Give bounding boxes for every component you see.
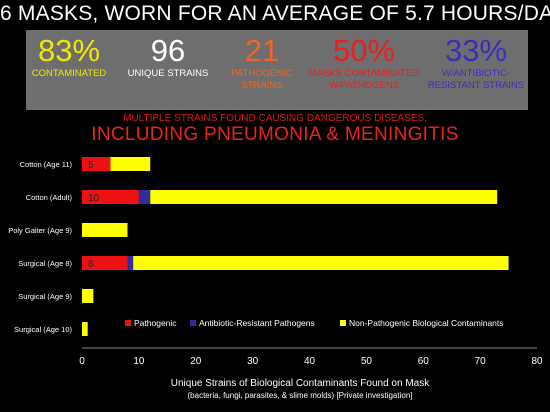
legend-label: Non-Pathogenic Biological Contaminants (349, 318, 504, 328)
x-tick-label: 40 (304, 356, 316, 367)
y-category-label: Cotton (Adult) (26, 193, 73, 202)
stat-value: 83% (37, 33, 101, 68)
x-tick-label: 60 (418, 356, 430, 367)
bar-antibiotic-resistant (127, 256, 134, 270)
bar-antibiotic-resistant (138, 190, 151, 204)
stat-value: 21 (244, 33, 280, 68)
legend-swatch (125, 320, 131, 326)
x-tick-label: 0 (79, 356, 85, 367)
x-tick-label: 30 (247, 356, 259, 367)
bar-non-pathogenic (110, 157, 151, 171)
x-axis-title: Unique Strains of Biological Contaminant… (171, 378, 430, 389)
stat-label: PATHOGENIC (231, 68, 293, 79)
bar-non-pathogenic (82, 289, 94, 303)
x-tick-label: 50 (361, 356, 373, 367)
stat-label: MASKS CONTAMINATED (308, 68, 420, 79)
stat-pathogenic-strains: 21 PATHOGENIC STRAINS (222, 34, 302, 92)
legend-label: Antibiotic-Resistant Pathogens (199, 318, 315, 328)
x-axis-subtitle: (bacteria, fungi, parasites, & slime mol… (188, 391, 413, 400)
subtitle-large: INCLUDING PNEUMONIA & MENINGITIS (91, 124, 459, 145)
bar-pathogenic (82, 256, 128, 270)
y-category-label: Cotton (Age 11) (20, 160, 73, 169)
bar-non-pathogenic (133, 256, 509, 270)
stat-label: W/PATHOGENS (329, 80, 399, 91)
stat-masks-pathogens: 50% MASKS CONTAMINATED W/PATHOGENS (308, 34, 420, 92)
stat-value: 50% (332, 33, 396, 68)
y-category-label: Surgical (Age 10) (14, 325, 72, 334)
stat-label: UNIQUE STRAINS (127, 68, 209, 79)
bar-data-label: 10 (88, 193, 100, 204)
stats-panel: 83% CONTAMINATED 96 UNIQUE STRAINS 21 PA… (26, 30, 528, 110)
bar-data-label: 5 (88, 160, 94, 171)
bar-data-label: 8 (88, 259, 94, 270)
stat-value: 33% (444, 33, 508, 68)
header-title: 6 MASKS, WORN FOR AN AVERAGE OF 5.7 HOUR… (0, 2, 550, 25)
x-tick-label: 80 (531, 356, 543, 367)
bar-non-pathogenic (150, 190, 498, 204)
bar-non-pathogenic (82, 322, 88, 336)
stat-label: RESISTANT STRAINS (427, 80, 525, 91)
y-category-label: Surgical (Age 8) (18, 259, 72, 268)
y-category-label: Poly Gaiter (Age 9) (8, 226, 72, 235)
stat-unique-strains: 96 UNIQUE STRAINS (122, 34, 214, 80)
stat-antibiotic-resistant: 33% W/ANTIBIOTIC- RESISTANT STRAINS (424, 34, 528, 92)
bar-non-pathogenic (82, 223, 128, 237)
stat-label: STRAINS (241, 80, 283, 91)
bar-pathogenic (82, 157, 111, 171)
stat-label: W/ANTIBIOTIC- (441, 68, 511, 79)
stat-value: 96 (150, 33, 186, 68)
x-tick-label: 10 (133, 356, 145, 367)
bar-pathogenic (82, 190, 139, 204)
stat-label: CONTAMINATED (31, 68, 107, 79)
stat-contaminated: 83% CONTAMINATED (26, 34, 112, 80)
legend-label: Pathogenic (134, 318, 177, 328)
x-tick-label: 20 (190, 356, 202, 367)
legend-swatch (340, 320, 346, 326)
subtitle-small: MULTIPLE STRAINS FOUND CAUSING DANGEROUS… (123, 113, 427, 124)
legend-swatch (190, 320, 196, 326)
y-category-label: Surgical (Age 9) (18, 292, 72, 301)
x-tick-label: 70 (475, 356, 487, 367)
